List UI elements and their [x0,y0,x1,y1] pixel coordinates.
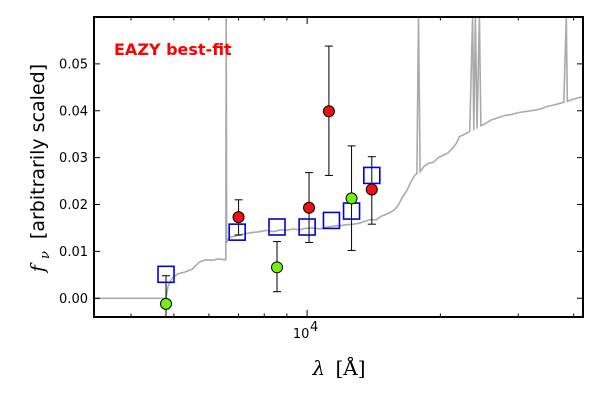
observed-point-red [365,183,378,196]
model-flux-box [268,218,286,236]
box-layer [157,166,381,284]
observed-point-green [160,297,173,310]
model-flux-box [228,223,246,241]
y-tick-label: 0.05 [59,57,88,72]
errorbar-layer [162,45,376,317]
y-axis-label-text: [arbitrarily scaled] [27,64,49,239]
y-tick-label: 0.01 [59,245,88,260]
x-axis-label: λ [Å] [311,355,365,380]
model-flux-box [157,265,175,284]
template-spectrum-line [94,17,583,300]
observed-point-green [271,261,284,274]
x-tick-label: 10 [293,327,310,342]
y-axis-label-subscript: ν [38,251,53,259]
y-tick-label: 0.04 [59,104,88,119]
plot-frame [93,16,584,318]
y-axis-label: f ν [arbitrarily scaled] [27,64,54,274]
annotation-text: EAZY best-fit [114,40,232,59]
axes-layer: 0.00 0.01 0.02 0.03 0.04 0.05 10 4 [59,16,584,342]
observed-point-red [303,201,316,214]
model-flux-box [322,211,341,230]
y-axis-label-symbol: f [27,262,49,274]
x-tick-label-exponent: 4 [310,320,318,335]
model-flux-box [298,218,316,236]
x-axis-label-unit: [Å] [335,355,365,380]
y-tick-label: 0.02 [59,198,88,213]
model-flux-box [363,166,381,185]
point-layer [160,105,378,310]
y-tick-label: 0.03 [59,151,88,166]
y-tick-label: 0.00 [59,292,88,307]
observed-point-red [232,211,245,224]
template-layer [94,17,583,300]
observed-point-green [345,192,358,205]
x-axis-label-symbol: λ [311,356,325,380]
observed-point-red [322,105,335,118]
